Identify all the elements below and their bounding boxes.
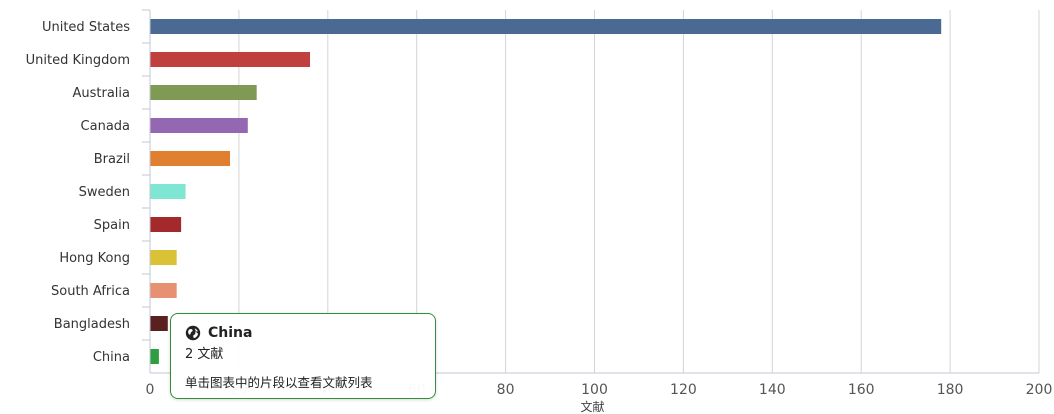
x-tick-label: 140 [759,382,786,398]
bar[interactable] [150,283,177,298]
bar[interactable] [150,118,248,133]
x-tick-label: 200 [1026,382,1053,398]
category-label: United States [42,20,130,35]
bar[interactable] [150,184,186,199]
x-tick-label: 80 [497,382,515,398]
tooltip-title-row: China [185,322,421,344]
tooltip: China 2 文献 单击图表中的片段以查看文献列表 [170,313,436,399]
bar[interactable] [150,151,231,166]
tooltip-value: 2 文献 [185,347,224,362]
category-label: Hong Kong [59,251,130,266]
bar[interactable] [150,52,311,67]
bar[interactable] [150,19,942,34]
category-label: Australia [72,86,130,101]
category-labels: United States United Kingdom Australia Cana… [26,9,150,365]
category-label: Canada [81,119,130,134]
x-tick-label: 0 [146,382,155,398]
x-tick-label: 120 [670,382,697,398]
x-tick-label: 160 [848,382,875,398]
bar[interactable] [150,85,257,100]
x-tick-label: 100 [581,382,608,398]
tooltip-title: China [208,325,253,341]
category-label: Brazil [94,152,130,167]
bar[interactable] [150,217,182,232]
category-label: China [93,350,130,365]
bar[interactable] [150,349,159,364]
category-label: South Africa [51,284,130,299]
bar[interactable] [150,250,177,265]
category-label: Sweden [79,185,130,200]
x-tick-label: 180 [937,382,964,398]
globe-icon [185,325,201,341]
category-label: Spain [94,218,130,233]
grid-lines [238,10,1040,373]
x-axis-title: 文献 [580,399,604,414]
bars [150,19,942,364]
category-label: United Kingdom [26,53,130,68]
tooltip-hint: 单击图表中的片段以查看文献列表 [185,375,373,390]
category-label: Bangladesh [54,317,130,332]
bar[interactable] [150,316,168,331]
